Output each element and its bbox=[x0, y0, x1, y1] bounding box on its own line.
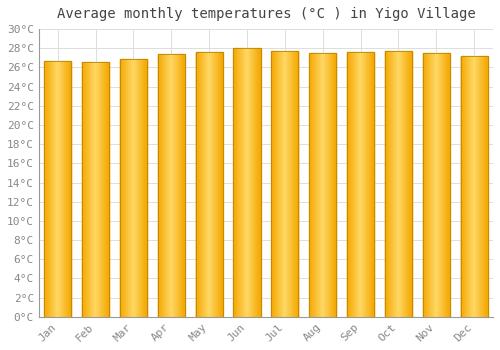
Bar bbox=[422, 53, 450, 317]
Bar bbox=[347, 52, 374, 317]
Bar bbox=[196, 52, 223, 317]
Bar bbox=[120, 59, 147, 317]
Bar bbox=[158, 54, 185, 317]
Bar bbox=[82, 62, 109, 317]
Bar bbox=[234, 48, 260, 317]
Title: Average monthly temperatures (°C ) in Yigo Village: Average monthly temperatures (°C ) in Yi… bbox=[56, 7, 476, 21]
Bar bbox=[44, 61, 72, 317]
Bar bbox=[460, 56, 488, 317]
Bar bbox=[385, 51, 412, 317]
Bar bbox=[271, 51, 298, 317]
Bar bbox=[309, 53, 336, 317]
